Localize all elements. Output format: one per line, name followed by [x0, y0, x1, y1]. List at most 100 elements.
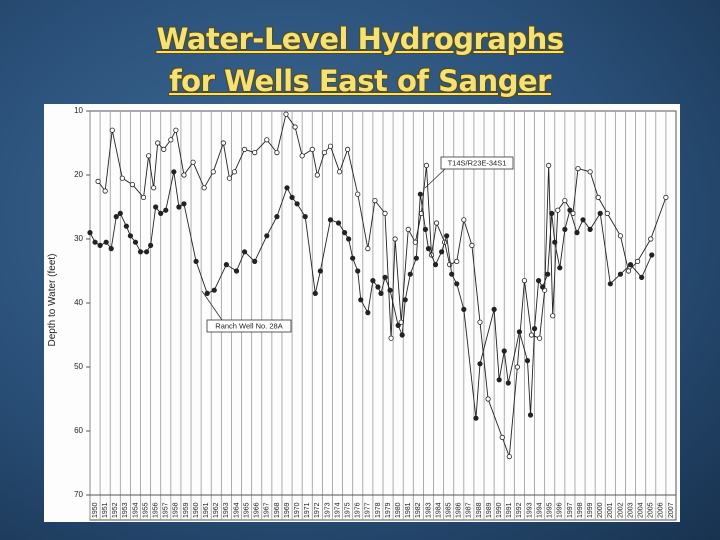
- data-point: [413, 255, 419, 261]
- x-tick-label: 1969: [284, 502, 291, 518]
- data-point: [375, 284, 381, 290]
- x-tick-label: 1984: [435, 502, 442, 518]
- data-point: [461, 306, 467, 312]
- data-point: [241, 146, 248, 152]
- x-tick-label: 1972: [314, 502, 321, 518]
- y-tick-label: 60: [74, 426, 83, 435]
- data-point: [501, 348, 507, 354]
- series-label: Ranch Well No. 28A: [215, 321, 282, 330]
- data-point: [284, 185, 290, 191]
- x-tick-label: 1982: [415, 502, 422, 518]
- x-tick-label: 1955: [142, 502, 149, 518]
- data-point: [521, 277, 528, 284]
- series-line: [89, 171, 653, 419]
- x-tick-label: 2004: [637, 502, 644, 518]
- data-point: [102, 188, 108, 194]
- x-tick-label: 1967: [264, 502, 271, 518]
- data-point: [432, 261, 439, 268]
- x-tick-label: 1958: [173, 502, 180, 518]
- data-point: [562, 226, 568, 232]
- data-point: [119, 175, 125, 181]
- data-point: [143, 249, 150, 255]
- data-point: [365, 246, 371, 252]
- x-tick-label: 1965: [243, 502, 250, 518]
- data-point: [378, 290, 384, 296]
- data-point: [201, 185, 207, 191]
- y-tick-label: 70: [74, 490, 83, 499]
- data-point: [382, 210, 388, 216]
- data-point: [648, 236, 654, 242]
- data-point: [123, 223, 129, 229]
- data-point: [193, 258, 199, 264]
- x-tick-label: 1957: [163, 502, 170, 518]
- x-tick-label: 1996: [557, 502, 564, 518]
- data-point: [496, 377, 502, 383]
- data-point: [168, 137, 174, 143]
- data-point: [87, 230, 93, 236]
- data-point: [181, 172, 187, 178]
- data-point: [663, 194, 669, 200]
- data-point: [617, 233, 624, 239]
- data-point: [97, 242, 103, 248]
- data-point: [545, 271, 551, 277]
- data-point: [321, 150, 327, 156]
- series-label: T14S/R23E-34S1: [448, 158, 507, 167]
- data-point: [127, 233, 134, 239]
- x-tick-label: 1966: [254, 502, 261, 518]
- y-tick-label: 10: [74, 106, 83, 115]
- data-point: [477, 319, 483, 325]
- data-point: [358, 297, 364, 303]
- data-point: [617, 271, 624, 277]
- data-point: [146, 153, 152, 159]
- data-point: [153, 204, 159, 210]
- data-point: [355, 268, 361, 274]
- x-tick-label: 1981: [405, 502, 412, 518]
- x-tick-label: 1952: [112, 502, 119, 518]
- data-point: [355, 191, 361, 197]
- data-point: [395, 322, 401, 328]
- data-point: [302, 214, 308, 220]
- y-tick-label: 20: [74, 170, 83, 179]
- data-point: [552, 239, 558, 245]
- data-point: [317, 268, 323, 274]
- x-tick-label: 1976: [355, 502, 362, 518]
- data-point: [417, 191, 423, 197]
- data-point: [231, 169, 238, 175]
- data-point: [252, 258, 258, 264]
- data-point: [399, 332, 405, 338]
- x-tick-label: 1961: [203, 502, 210, 518]
- data-point: [346, 236, 352, 242]
- data-point: [438, 249, 445, 255]
- data-point: [392, 236, 398, 242]
- x-tick-label: 1994: [536, 502, 543, 518]
- chart-background: [44, 104, 680, 522]
- x-tick-label: 1962: [213, 502, 220, 518]
- data-point: [211, 287, 217, 293]
- data-point: [95, 178, 101, 184]
- x-tick-label: 1963: [223, 502, 230, 518]
- data-point: [422, 226, 429, 232]
- data-point: [473, 415, 479, 421]
- x-tick-label: 2006: [658, 502, 665, 518]
- x-tick-label: 1983: [425, 502, 432, 518]
- data-point: [350, 255, 356, 261]
- x-tick-label: 1991: [506, 502, 513, 518]
- x-tick-label: 1997: [567, 502, 574, 518]
- data-point: [402, 297, 408, 303]
- data-point: [535, 277, 542, 284]
- data-point: [226, 175, 233, 181]
- slide-title: Water-Level Hydrographs: [156, 22, 564, 56]
- data-point: [190, 159, 196, 165]
- data-point: [505, 380, 511, 386]
- x-tick-label: 1970: [294, 502, 301, 518]
- data-point: [220, 140, 226, 146]
- data-point: [607, 281, 613, 287]
- data-point: [365, 309, 371, 316]
- data-point: [499, 434, 505, 440]
- data-point: [595, 194, 601, 200]
- data-point: [137, 249, 144, 255]
- data-point: [531, 325, 538, 332]
- x-tick-label: 1977: [365, 502, 372, 518]
- data-point: [274, 214, 280, 220]
- y-tick-label: 50: [74, 362, 83, 371]
